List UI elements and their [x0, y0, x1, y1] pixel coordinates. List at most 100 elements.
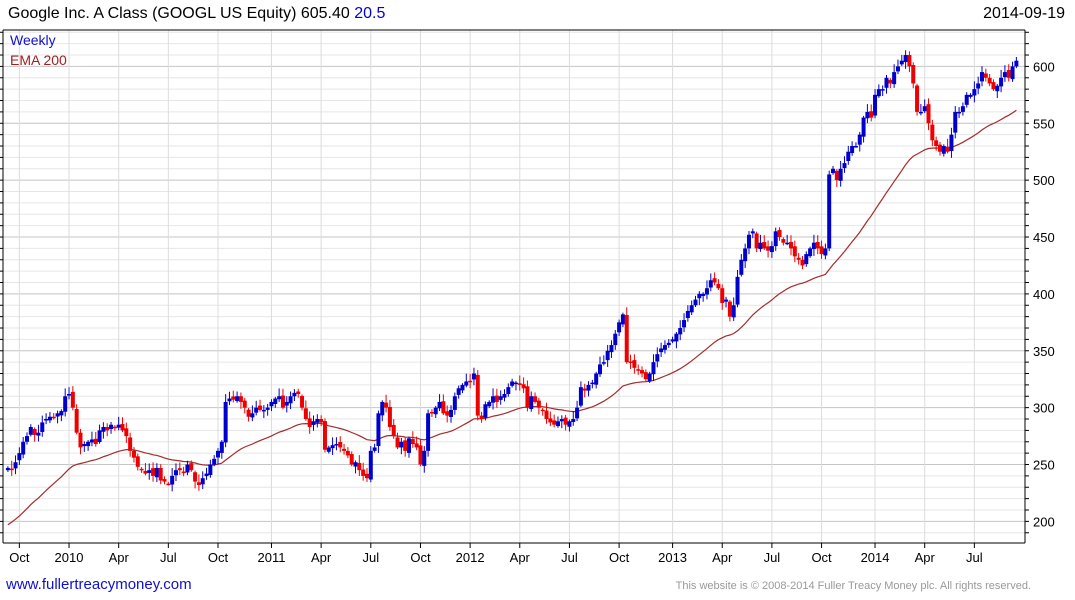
candle-down — [907, 51, 912, 73]
candle-body — [74, 409, 79, 433]
candle-up — [746, 230, 751, 255]
candle-up — [288, 391, 293, 410]
candle-down — [70, 386, 75, 411]
candle-body — [999, 77, 1004, 87]
candle-body — [384, 402, 389, 408]
candle-body — [422, 450, 427, 466]
candle-up — [601, 355, 606, 366]
candle-up — [850, 141, 855, 156]
candle-body — [624, 315, 629, 363]
candle-up — [571, 411, 576, 426]
candle-body — [242, 400, 247, 408]
x-tick-label: Jul — [561, 550, 578, 565]
candle-body — [177, 468, 182, 471]
candle-body — [632, 360, 637, 368]
candle-body — [246, 409, 251, 417]
candle-down — [945, 138, 950, 154]
candle-up — [953, 106, 958, 139]
candle-body — [903, 55, 908, 63]
candle-up — [109, 421, 114, 434]
candle-down — [716, 279, 721, 290]
candle-up — [590, 379, 595, 389]
candle-body — [338, 441, 343, 448]
candle-body — [724, 299, 729, 302]
candle-body — [617, 322, 622, 333]
ema-200-line — [7, 109, 1017, 526]
candle-body — [517, 383, 522, 385]
candle-up — [47, 411, 52, 424]
candle-body — [17, 453, 22, 461]
candle-body — [823, 248, 828, 256]
candle-body — [789, 242, 793, 249]
candle-down — [911, 62, 916, 89]
candle-down — [796, 252, 801, 265]
candle-body — [781, 239, 786, 243]
candle-body — [735, 276, 740, 305]
candle-up — [773, 227, 778, 251]
candle-up — [212, 455, 217, 467]
candle-body — [124, 428, 129, 437]
candle-body — [105, 426, 110, 431]
candle-down — [789, 235, 793, 256]
candle-up — [372, 443, 377, 453]
candle-body — [380, 401, 385, 416]
candle-down — [158, 464, 163, 485]
candle-down — [319, 415, 324, 427]
candle-up — [647, 371, 652, 383]
candle-up — [701, 292, 706, 302]
candle-down — [762, 235, 767, 251]
candle-up — [86, 440, 91, 451]
candle-up — [846, 145, 851, 165]
candle-body — [857, 134, 862, 145]
candle-up — [1010, 61, 1015, 82]
candle-up — [758, 234, 763, 252]
x-tick-label: 2011 — [257, 550, 285, 565]
candle-body — [811, 242, 816, 250]
website-link[interactable]: www.fullertreacymoney.com — [6, 576, 192, 593]
candle-down — [754, 231, 759, 253]
candle-down — [869, 104, 874, 122]
candle-up — [750, 228, 755, 239]
candle-body — [785, 242, 790, 245]
candle-down — [987, 74, 992, 87]
candle-body — [9, 468, 14, 471]
candle-up — [483, 401, 488, 421]
candle-body — [552, 420, 557, 425]
candle-body — [376, 413, 381, 447]
candle-up — [380, 400, 385, 422]
candle-body — [223, 401, 228, 443]
candle-body — [40, 422, 45, 432]
candle-body — [78, 432, 83, 448]
candle-body — [273, 398, 278, 405]
candle-body — [13, 462, 18, 469]
candle-body — [475, 374, 480, 416]
candle-body — [831, 168, 836, 174]
candle-up — [666, 339, 671, 348]
candle-up — [655, 347, 660, 368]
candle-up — [678, 320, 683, 341]
candle-body — [32, 429, 37, 435]
candle-body — [586, 384, 591, 391]
candle-down — [624, 307, 629, 364]
candle-up — [433, 405, 438, 418]
candle-body — [716, 283, 721, 289]
candle-body — [296, 391, 301, 394]
candle-up — [949, 127, 954, 158]
candle-up — [426, 409, 431, 457]
candle-down — [143, 463, 148, 476]
candle-body — [235, 396, 240, 402]
candle-body — [460, 384, 465, 391]
candle-body — [853, 146, 858, 148]
candle-down — [628, 354, 633, 369]
candle-body — [231, 396, 236, 400]
candle-body — [44, 419, 49, 421]
candle-up — [510, 378, 515, 388]
candle-up — [670, 336, 675, 344]
candle-body — [269, 401, 274, 407]
candle-up — [147, 463, 152, 480]
candle-up — [529, 391, 534, 412]
candle-body — [322, 421, 327, 450]
candle-body — [227, 398, 232, 402]
y-tick-label: 550 — [1033, 116, 1055, 131]
candle-body — [86, 441, 91, 447]
